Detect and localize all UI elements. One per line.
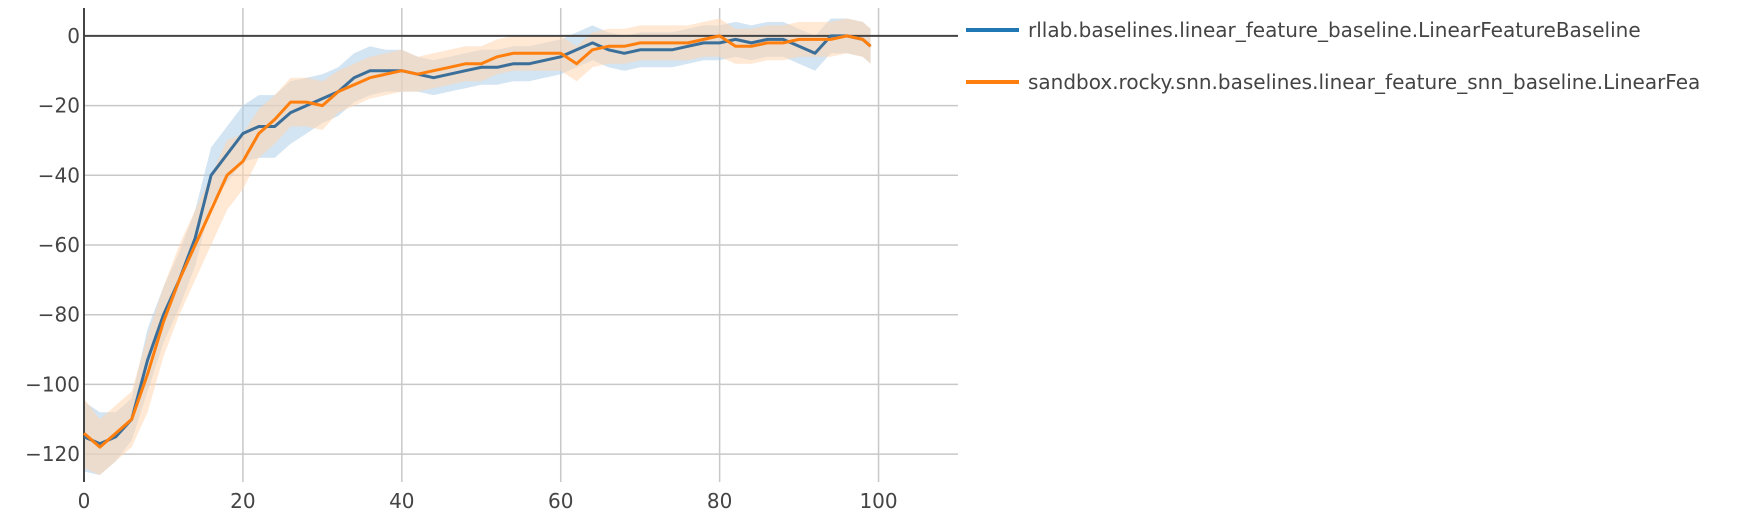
series-lines <box>83 34 872 449</box>
x-tick-label: 0 <box>78 489 91 513</box>
legend-item[interactable]: sandbox.rocky.snn.baselines.linear_featu… <box>966 70 1700 94</box>
y-tick-label: −60 <box>38 233 80 257</box>
series-2-band <box>84 18 871 475</box>
x-tick-label: 60 <box>548 489 573 513</box>
x-tick-label: 100 <box>859 489 897 513</box>
x-tick-label: 40 <box>389 489 414 513</box>
confidence-bands <box>84 18 871 475</box>
y-tick-labels: 0 −20 −40 −60 −80 −100 −120 <box>25 24 80 466</box>
legend: rllab.baselines.linear_feature_baseline.… <box>966 18 1700 94</box>
y-tick-label: −120 <box>25 442 80 466</box>
y-tick-label: −40 <box>38 163 80 187</box>
x-tick-label: 80 <box>707 489 732 513</box>
y-tick-label: −100 <box>25 372 80 396</box>
legend-label: rllab.baselines.linear_feature_baseline.… <box>1028 18 1641 42</box>
x-tick-label: 20 <box>230 489 255 513</box>
y-tick-label: −20 <box>38 94 80 118</box>
legend-item[interactable]: rllab.baselines.linear_feature_baseline.… <box>966 18 1641 42</box>
legend-label: sandbox.rocky.snn.baselines.linear_featu… <box>1028 70 1700 94</box>
series-1-line <box>83 34 872 446</box>
y-tick-label: −80 <box>38 303 80 327</box>
y-tick-label: 0 <box>67 24 80 48</box>
x-tick-labels: 0 20 40 60 80 100 <box>78 489 898 513</box>
series-2-line <box>83 34 872 449</box>
